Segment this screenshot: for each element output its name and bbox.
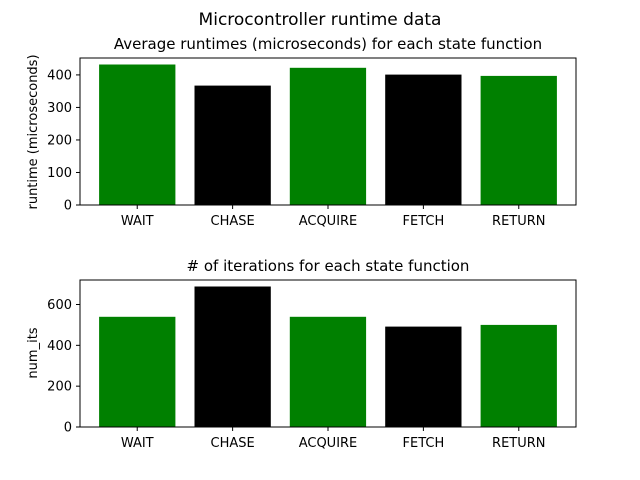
runtime-y-tick-label: 300 — [47, 101, 72, 116]
runtime-y-tick-label: 0 — [64, 199, 72, 214]
runtime-chart-title: Average runtimes (microseconds) for each… — [114, 35, 542, 53]
iterations-y-tick-label: 0 — [64, 421, 72, 436]
runtime-bar-return — [480, 75, 557, 206]
figure-title: Microcontroller runtime data — [199, 10, 442, 30]
iterations-bar-chase — [194, 286, 271, 427]
iterations-bar-acquire — [289, 316, 367, 428]
iterations-bars — [99, 286, 557, 428]
runtime-bar-chase — [194, 85, 271, 205]
runtime-y-tick-label: 100 — [47, 166, 72, 181]
iterations-plot-frame — [79, 279, 577, 428]
runtime-x-tick-label: FETCH — [403, 214, 445, 229]
runtime-chart: Average runtimes (microseconds) for each… — [26, 35, 577, 229]
runtime-bar-wait — [99, 64, 176, 205]
runtime-y-axis-label: runtime (microseconds) — [26, 54, 41, 209]
iterations-x-tick-label: RETURN — [492, 436, 545, 451]
runtime-bar-fetch — [385, 74, 462, 205]
iterations-y-tick-label: 400 — [47, 339, 72, 354]
iterations-y-axis-label: num_its — [26, 327, 41, 378]
runtime-bars — [99, 64, 557, 206]
iterations-chart-title: # of iterations for each state function — [187, 257, 470, 275]
runtime-x-tick-label: CHASE — [211, 214, 255, 229]
iterations-x-tick-label: FETCH — [403, 436, 445, 451]
runtime-plot-frame — [79, 57, 577, 206]
runtime-y-tick-label: 400 — [47, 68, 72, 83]
iterations-bar-wait — [99, 316, 176, 428]
iterations-ticks: WAIT CHASE ACQUIRE FETCH RETURN 0 200 400 600 — [47, 298, 545, 451]
runtime-ticks: WAIT CHASE ACQUIRE FETCH RETURN 0 100 200 300 400 — [47, 68, 545, 229]
iterations-bar-fetch — [385, 326, 462, 427]
runtime-x-tick-label: WAIT — [121, 214, 154, 229]
runtime-x-tick-label: RETURN — [492, 214, 545, 229]
iterations-x-tick-label: CHASE — [211, 436, 255, 451]
runtime-x-tick-label: ACQUIRE — [299, 214, 358, 229]
iterations-y-tick-label: 200 — [47, 380, 72, 395]
iterations-bar-return — [480, 324, 557, 427]
iterations-x-tick-label: WAIT — [121, 436, 154, 451]
iterations-chart: # of iterations for each state function … — [26, 257, 577, 451]
runtime-bar-acquire — [289, 67, 367, 205]
iterations-y-tick-label: 600 — [47, 298, 72, 313]
runtime-y-tick-label: 200 — [47, 133, 72, 148]
iterations-x-tick-label: ACQUIRE — [299, 436, 358, 451]
